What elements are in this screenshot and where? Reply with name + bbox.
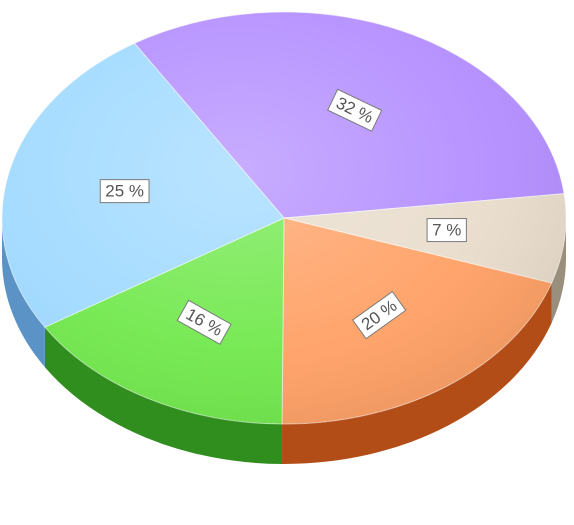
slice-label-1: 7 % [426, 218, 467, 243]
pie-top [1, 11, 567, 425]
slice-label-text-1: 7 % [432, 221, 461, 240]
slice-label-text-4: 25 % [105, 182, 144, 201]
pie-slice-side-3 [44, 327, 283, 464]
slice-label-box-2 [352, 290, 407, 340]
slice-label-4: 25 % [99, 179, 150, 204]
slice-label-box-0 [327, 88, 383, 132]
slice-label-box-1 [426, 218, 467, 243]
slice-label-box-4 [99, 179, 150, 204]
slice-label-box-3 [176, 299, 232, 345]
